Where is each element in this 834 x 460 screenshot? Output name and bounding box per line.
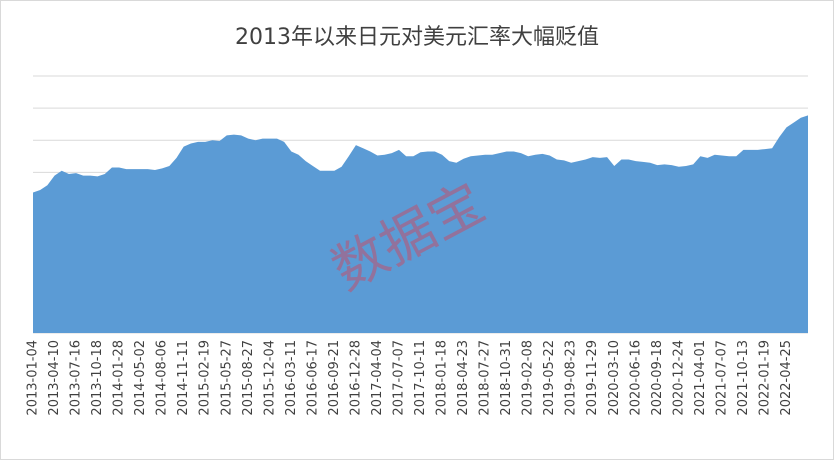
x-tick-label: 2018-01-18 — [435, 340, 450, 416]
x-tick-label: 2020-12-24 — [671, 340, 686, 416]
x-tick-label: 2015-08-27 — [241, 340, 256, 416]
x-tick-label: 2015-12-04 — [262, 340, 277, 416]
x-tick-label: 2021-07-07 — [714, 340, 729, 416]
x-tick-label: 2020-06-16 — [628, 340, 643, 416]
x-tick-label: 2013-10-18 — [90, 340, 105, 416]
x-tick-label: 2017-10-11 — [413, 340, 428, 416]
x-tick-label: 2017-04-04 — [370, 340, 385, 416]
x-tick-label: 2014-01-28 — [112, 340, 127, 416]
x-tick-label: 2016-06-17 — [305, 340, 320, 416]
x-tick-label: 2019-05-22 — [542, 340, 557, 416]
x-tick-label: 2016-09-21 — [327, 340, 342, 416]
area — [33, 115, 808, 333]
x-tick-label: 2019-11-29 — [585, 340, 600, 416]
x-tick-label: 2021-04-01 — [693, 340, 708, 416]
x-tick-label: 2018-10-31 — [499, 340, 514, 416]
x-tick-label: 2018-07-27 — [478, 340, 493, 416]
x-tick-label: 2013-01-04 — [26, 340, 41, 416]
x-tick-label: 2016-12-28 — [348, 340, 363, 416]
x-tick-label: 2020-09-18 — [650, 340, 665, 416]
x-tick-label: 2022-01-19 — [757, 340, 772, 416]
x-tick-label: 2015-05-27 — [219, 340, 234, 416]
x-tick-label: 2014-05-02 — [133, 340, 148, 416]
x-tick-label: 2018-04-23 — [456, 340, 471, 416]
x-tick-label: 2017-07-07 — [391, 340, 406, 416]
x-tick-label: 2016-03-11 — [284, 340, 299, 416]
x-tick-label: 2021-10-13 — [736, 340, 751, 416]
x-tick-label: 2013-04-10 — [47, 340, 62, 416]
x-tick-label: 2019-02-08 — [521, 340, 536, 416]
x-tick-label: 2022-04-25 — [779, 340, 794, 416]
x-tick-label: 2019-08-23 — [564, 340, 579, 416]
chart-title: 2013年以来日元对美元汇率大幅贬值 — [235, 25, 599, 50]
x-tick-label: 2014-08-06 — [155, 340, 170, 416]
x-tick-label: 2013-07-16 — [69, 340, 84, 416]
x-tick-label: 2015-02-19 — [198, 340, 213, 416]
x-tick-label: 2014-11-11 — [176, 340, 191, 416]
x-tick-label: 2020-03-10 — [607, 340, 622, 416]
